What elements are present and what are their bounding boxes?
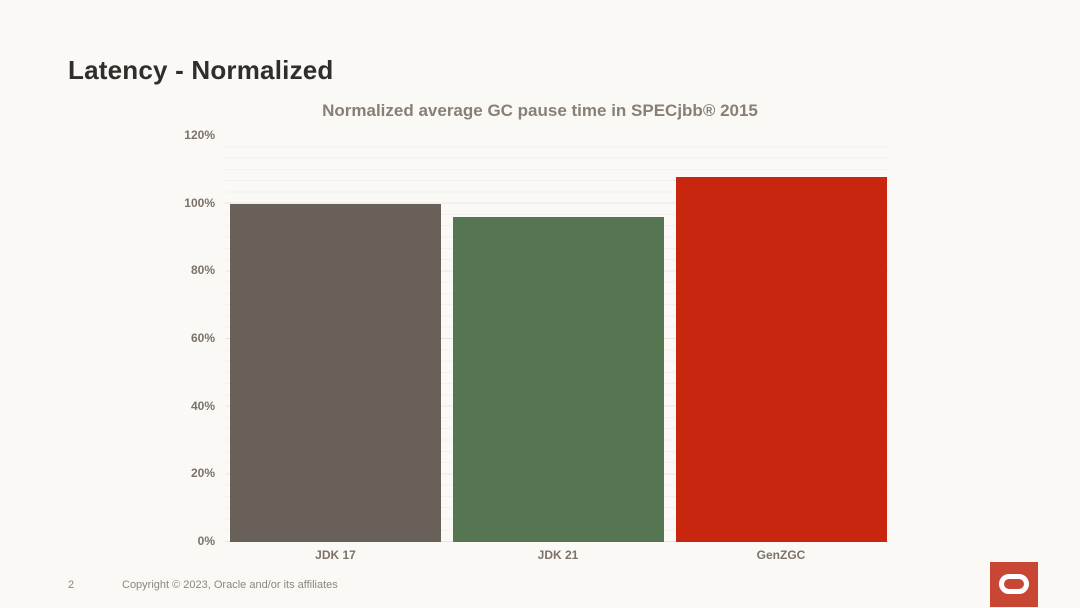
y-tick-label: 20% xyxy=(190,466,215,481)
oracle-o-icon xyxy=(999,574,1029,594)
y-tick-label: 40% xyxy=(190,398,215,413)
x-tick-label: JDK 17 xyxy=(315,548,356,562)
bar-jdk-21 xyxy=(452,217,664,542)
y-tick-label: 120% xyxy=(184,128,215,142)
x-tick-label: JDK 21 xyxy=(537,548,579,562)
chart-title: Normalized average GC pause time in SPEC… xyxy=(322,101,758,120)
oracle-logo-icon xyxy=(990,562,1038,607)
x-tick-label: GenZGC xyxy=(756,548,806,562)
bar-jdk-17 xyxy=(230,203,441,542)
copyright-text: Copyright © 2023, Oracle and/or its affi… xyxy=(122,579,338,591)
page-title: Latency - Normalized xyxy=(68,55,334,85)
y-tick-label: 80% xyxy=(190,263,215,278)
y-tick-label: 100% xyxy=(184,195,215,210)
y-tick-label: 0% xyxy=(197,534,215,548)
plot-area xyxy=(225,136,888,542)
bar-genzgc xyxy=(675,176,887,542)
y-tick-label: 60% xyxy=(190,331,215,345)
page-number: 2 xyxy=(68,579,75,591)
